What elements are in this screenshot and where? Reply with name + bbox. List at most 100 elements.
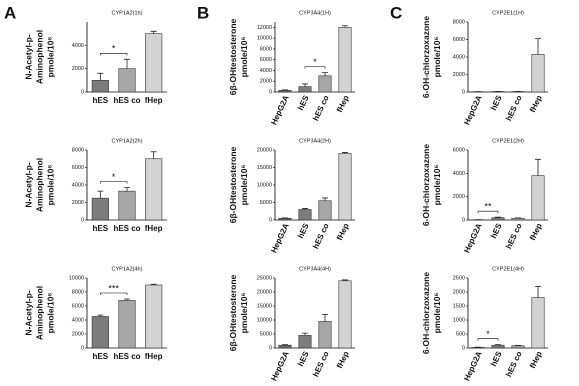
y-tick-label: 8000 <box>260 46 272 52</box>
x-tick-label: hES <box>489 221 504 240</box>
bar <box>145 33 163 93</box>
x-tick-label: hES <box>296 93 311 112</box>
y-axis-label: pmole/10⁶ <box>239 293 249 334</box>
error-bar <box>150 30 157 34</box>
bar <box>338 27 352 93</box>
x-tick-label: hES co <box>113 224 140 233</box>
x-tick-label: fHep <box>335 350 351 370</box>
x-tick-label: hES co <box>504 350 524 378</box>
y-axis-label: N-Acetyl-p- <box>23 290 33 336</box>
x-tick-label: hES co <box>113 352 140 361</box>
y-axis-label: pmole/10⁶ <box>432 165 442 206</box>
y-tick-label: 20000 <box>257 289 272 295</box>
x-tick-label: HepG2A <box>462 350 484 383</box>
y-tick-label: 4000 <box>453 171 465 177</box>
y-axis-label: pmole/10⁶ <box>45 37 55 78</box>
panel-label: C <box>390 3 402 22</box>
y-tick-label: 2000 <box>72 200 84 206</box>
x-tick-label: hES co <box>113 96 140 105</box>
error-bar <box>150 151 157 159</box>
x-tick-label: fHep <box>145 352 163 361</box>
error-bar <box>342 152 348 154</box>
y-tick-label: 20000 <box>257 147 272 153</box>
y-tick-label: 0 <box>81 345 84 351</box>
y-tick-label: 8000 <box>72 289 84 295</box>
error-bar <box>342 279 348 281</box>
x-tick-label: hES co <box>311 94 331 122</box>
x-tick-label: hES <box>93 224 109 233</box>
chart-title: CYP1A2(2h) <box>112 138 143 144</box>
significance-label: * <box>112 44 116 54</box>
error-bar <box>302 208 308 210</box>
y-tick-label: 0 <box>269 345 272 351</box>
chart-title: CYP1A2(4h) <box>112 266 143 272</box>
bar <box>278 344 292 349</box>
error-bar <box>282 344 288 346</box>
error-bar <box>535 286 541 298</box>
y-axis-label: 6β-OHtestosterone <box>228 18 238 95</box>
x-tick-label: fHep <box>145 96 163 105</box>
bar <box>118 300 136 349</box>
bar <box>278 90 292 93</box>
significance-label: * <box>313 57 317 67</box>
chart-title: CYP2E1(4H) <box>492 266 524 272</box>
y-axis-label: 6-OH-chlorzoxazone <box>421 144 431 226</box>
y-tick-label: 1500 <box>453 303 465 309</box>
bar <box>91 316 109 349</box>
error-bar <box>535 38 541 55</box>
error-bar <box>495 344 501 346</box>
y-tick-label: 2000 <box>72 331 84 337</box>
significance-label: ** <box>484 202 492 212</box>
y-tick-label: 10000 <box>257 36 272 42</box>
y-tick-label: 5000 <box>260 331 272 337</box>
y-tick-label: 2500 <box>453 275 465 281</box>
x-tick-label: hES <box>296 221 311 240</box>
bar <box>298 335 312 349</box>
x-tick-label: HepG2A <box>462 222 484 255</box>
chart-title: CYP3A4(1H) <box>299 10 331 16</box>
y-tick-label: 500 <box>456 331 465 337</box>
chart-title: CYP3A4(4H) <box>299 266 331 272</box>
bar <box>118 68 136 93</box>
y-tick-label: 0 <box>462 217 465 223</box>
y-tick-label: 12000 <box>257 25 272 31</box>
y-tick-label: 8000 <box>72 147 84 153</box>
error-bar <box>535 158 541 176</box>
bar <box>318 321 332 349</box>
y-axis-label: 6β-OHtestosterone <box>228 146 238 223</box>
y-axis-label: pmole/10⁶ <box>432 293 442 334</box>
y-axis-label: N-Acetyl-p- <box>23 34 33 80</box>
y-tick-label: 0 <box>81 89 84 95</box>
error-bar <box>124 298 130 301</box>
x-tick-label: hES co <box>504 222 524 250</box>
error-bar <box>124 58 130 69</box>
significance-bracket <box>100 53 128 56</box>
y-axis-label: pmole/10⁶ <box>239 37 249 78</box>
x-tick-label: hES co <box>311 350 331 378</box>
bar <box>278 217 292 221</box>
bar <box>298 86 312 93</box>
bar <box>91 197 109 221</box>
y-axis-label: 6-OH-chlorzoxazone <box>421 16 431 98</box>
x-tick-label: fHep <box>528 350 544 370</box>
y-axis-label: 6β-OHtestosterone <box>228 274 238 351</box>
x-tick-label: HepG2A <box>269 94 291 127</box>
y-axis-label: Aminophenol <box>34 286 44 340</box>
x-tick-label: hES <box>93 352 109 361</box>
significance-label: * <box>486 329 490 339</box>
y-tick-label: 15000 <box>257 303 272 309</box>
chart-title: CYP2E1(2H) <box>492 138 524 144</box>
y-axis-label: 6-OH-chlorzoxazone <box>421 272 431 354</box>
y-tick-label: 0 <box>462 345 465 351</box>
y-tick-label: 2000 <box>260 79 272 85</box>
y-tick-label: 6000 <box>453 147 465 153</box>
y-tick-label: 0 <box>81 217 84 223</box>
bar <box>531 175 545 221</box>
error-bar <box>322 72 328 76</box>
y-axis-label: pmole/10⁶ <box>239 165 249 206</box>
x-tick-label: HepG2A <box>462 94 484 127</box>
y-tick-label: 4000 <box>453 54 465 60</box>
significance-bracket <box>304 66 326 69</box>
x-tick-label: fHep <box>528 94 544 114</box>
